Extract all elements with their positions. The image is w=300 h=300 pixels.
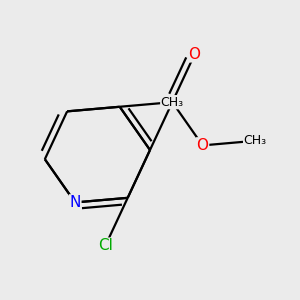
Text: O: O (189, 47, 201, 62)
Text: N: N (69, 195, 81, 210)
Text: CH₃: CH₃ (244, 134, 267, 147)
Text: O: O (196, 138, 208, 153)
Text: CH₃: CH₃ (161, 96, 184, 109)
Text: Cl: Cl (98, 238, 113, 253)
